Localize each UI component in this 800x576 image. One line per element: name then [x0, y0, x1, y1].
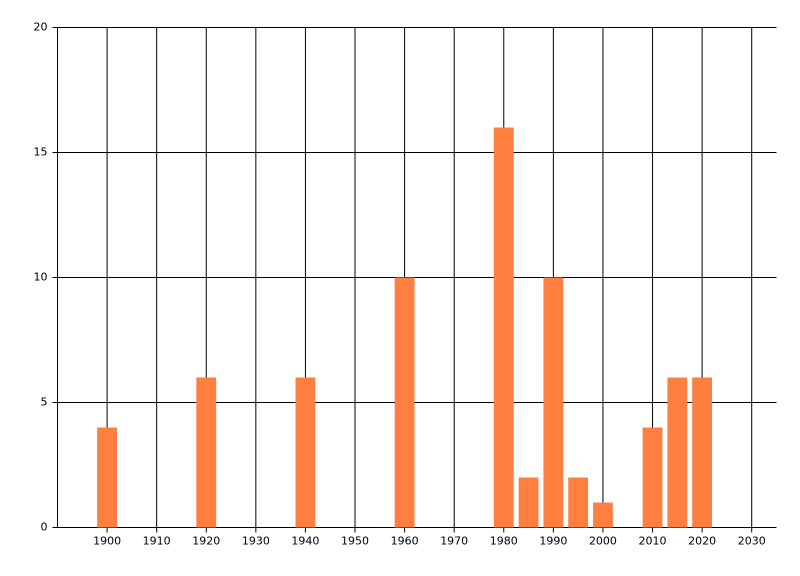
bar: [568, 477, 589, 528]
y-tick-label: 15: [34, 146, 48, 159]
x-tick-label: 1960: [391, 535, 419, 548]
bar: [394, 277, 415, 528]
y-tick-label: 0: [41, 521, 48, 534]
y-tick-label: 10: [34, 271, 48, 284]
x-tick-label: 1950: [341, 535, 369, 548]
bar: [196, 377, 217, 528]
x-tick-label: 1900: [93, 535, 121, 548]
x-tick-label: 1940: [291, 535, 319, 548]
x-tick-label: 1990: [539, 535, 567, 548]
x-tick-label: 2020: [688, 535, 716, 548]
bar: [295, 377, 316, 528]
x-tick-label: 1930: [242, 535, 270, 548]
y-tick-label: 5: [41, 396, 48, 409]
x-tick-label: 2030: [738, 535, 766, 548]
x-tick-label: 1910: [143, 535, 171, 548]
x-tick-label: 1920: [192, 535, 220, 548]
x-tick-label: 2000: [589, 535, 617, 548]
x-tick-label: 1980: [490, 535, 518, 548]
bar: [667, 377, 688, 528]
bar: [97, 427, 118, 528]
bar: [692, 377, 713, 528]
bar: [642, 427, 663, 528]
bar: [493, 127, 514, 528]
bar: [593, 502, 613, 528]
x-tick-label: 2010: [639, 535, 667, 548]
bar: [518, 477, 539, 528]
y-tick-label: 20: [34, 21, 48, 34]
bar: [543, 277, 564, 528]
x-tick-label: 1970: [440, 535, 468, 548]
